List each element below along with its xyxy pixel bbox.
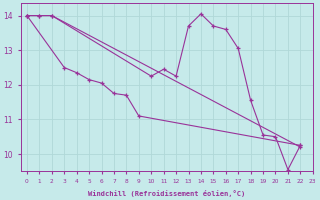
X-axis label: Windchill (Refroidissement éolien,°C): Windchill (Refroidissement éolien,°C) (88, 190, 245, 197)
